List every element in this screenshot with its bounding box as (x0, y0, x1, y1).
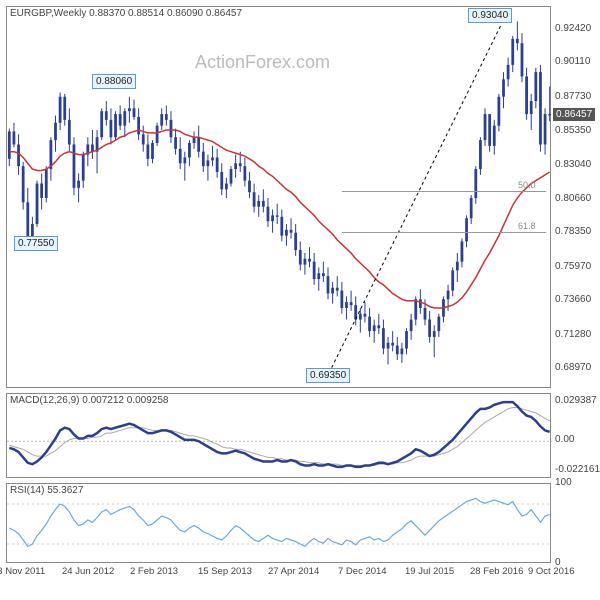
rsi-label: RSI(14) (10, 485, 44, 496)
y-tick-label: 0.90110 (555, 57, 590, 67)
y-tick-label: 0.73660 (555, 295, 591, 305)
x-tick-label: 15 Sep 2013 (198, 567, 252, 577)
y-tick-label: 0.85350 (555, 126, 591, 136)
x-tick-label: 9 Oct 2016 (528, 567, 574, 577)
rsi-chart (6, 483, 551, 563)
x-tick-label: 2 Feb 2013 (130, 567, 178, 577)
y-tick-label: 0.92420 (555, 24, 591, 34)
chart-root: EURGBP,Weekly 0.88370 0.88514 0.86090 0.… (0, 0, 600, 600)
macd-y-tick: 0.029387 (555, 396, 597, 406)
price-label: 0.88060 (92, 74, 136, 89)
macd-y-tick: 0.00 (555, 435, 574, 445)
y-tick-label: 0.75970 (555, 262, 591, 272)
current-price-tag: 0.86457 (553, 108, 595, 121)
rsi-y-tick: 100 (555, 478, 572, 488)
chart-title: EURGBP,Weekly 0.88370 0.88514 0.86090 0.… (10, 8, 242, 19)
rsi-title: RSI(14) 55.3627 (10, 485, 83, 496)
x-tick-label: 24 Jun 2012 (62, 567, 114, 577)
watermark: ActionForex.com (195, 52, 330, 73)
price-label: 0.69350 (306, 368, 350, 383)
fib-line (342, 232, 546, 233)
macd-label: MACD(12,26,9) (10, 395, 79, 406)
rsi-y-tick: 0 (555, 558, 561, 568)
symbol-text: EURGBP,Weekly (10, 8, 86, 19)
fib-label: 61.8 (518, 221, 536, 231)
x-tick-label: 28 Feb 2016 (470, 567, 523, 577)
rsi-value: 55.3627 (47, 485, 83, 496)
y-tick-label: 0.71280 (555, 330, 591, 340)
y-tick-label: 0.83040 (555, 160, 591, 170)
x-tick-label: 27 Apr 2014 (268, 567, 319, 577)
y-tick-label: 0.80660 (555, 194, 591, 204)
macd-y-tick: -0.022161 (555, 465, 600, 475)
y-tick-label: 0.78350 (555, 227, 591, 237)
y-tick-label: 0.68970 (555, 363, 591, 373)
fib-line (342, 191, 546, 192)
price-label: 0.77550 (14, 236, 58, 251)
price-label: 0.93040 (468, 8, 512, 23)
y-tick-label: 0.87730 (555, 92, 591, 102)
fib-label: 50.0 (518, 180, 536, 190)
macd-title: MACD(12,26,9) 0.007212 0.009258 (10, 395, 168, 406)
x-tick-label: 19 Jul 2015 (405, 567, 454, 577)
macd-values: 0.007212 0.009258 (82, 395, 168, 406)
x-tick-label: 13 Nov 2011 (0, 567, 45, 577)
x-tick-label: 7 Dec 2014 (338, 567, 387, 577)
ohlc-text: 0.88370 0.88514 0.86090 0.86457 (89, 8, 242, 19)
